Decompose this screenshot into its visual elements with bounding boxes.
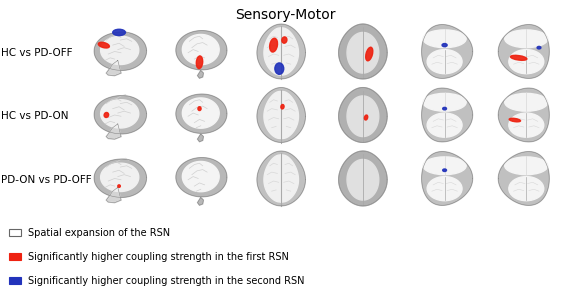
Ellipse shape: [427, 50, 462, 74]
Polygon shape: [176, 158, 227, 197]
Polygon shape: [182, 161, 219, 192]
Polygon shape: [347, 159, 379, 200]
Ellipse shape: [275, 63, 284, 74]
Polygon shape: [339, 151, 387, 206]
Ellipse shape: [509, 177, 544, 201]
Polygon shape: [107, 60, 121, 76]
Ellipse shape: [427, 113, 462, 137]
Ellipse shape: [509, 50, 544, 74]
Text: PD-ON vs PD-OFF: PD-ON vs PD-OFF: [1, 175, 92, 185]
Polygon shape: [498, 88, 549, 142]
Polygon shape: [101, 100, 139, 128]
Ellipse shape: [196, 56, 203, 69]
Ellipse shape: [427, 177, 462, 201]
Ellipse shape: [537, 46, 541, 49]
Ellipse shape: [509, 113, 544, 137]
Ellipse shape: [423, 30, 466, 48]
Polygon shape: [339, 151, 387, 206]
Polygon shape: [198, 134, 203, 142]
Ellipse shape: [282, 37, 287, 43]
Ellipse shape: [113, 29, 125, 36]
Ellipse shape: [442, 44, 447, 47]
Polygon shape: [347, 96, 379, 136]
Ellipse shape: [366, 47, 373, 61]
Polygon shape: [94, 159, 146, 197]
Polygon shape: [422, 88, 473, 142]
Text: Significantly higher coupling strength in the second RSN: Significantly higher coupling strength i…: [28, 275, 304, 286]
Ellipse shape: [198, 107, 201, 110]
Polygon shape: [280, 92, 299, 139]
Polygon shape: [198, 70, 203, 78]
Polygon shape: [422, 25, 473, 78]
Polygon shape: [498, 25, 549, 78]
Polygon shape: [347, 32, 379, 73]
Polygon shape: [176, 94, 227, 133]
Ellipse shape: [118, 185, 120, 188]
Polygon shape: [264, 155, 283, 202]
Ellipse shape: [509, 118, 520, 122]
Polygon shape: [280, 155, 299, 202]
Polygon shape: [182, 98, 219, 128]
Ellipse shape: [443, 169, 446, 172]
Polygon shape: [198, 197, 203, 205]
Text: Sensory-Motor: Sensory-Motor: [235, 8, 335, 22]
Polygon shape: [107, 188, 121, 202]
Polygon shape: [94, 32, 146, 70]
Ellipse shape: [504, 30, 548, 48]
Ellipse shape: [504, 93, 548, 111]
Text: Spatial expansion of the RSN: Spatial expansion of the RSN: [28, 227, 170, 238]
Polygon shape: [107, 124, 121, 139]
Ellipse shape: [98, 42, 109, 48]
Ellipse shape: [281, 104, 284, 109]
Polygon shape: [257, 88, 306, 142]
Ellipse shape: [104, 112, 109, 118]
Text: HC vs PD-OFF: HC vs PD-OFF: [1, 48, 72, 58]
Polygon shape: [339, 88, 387, 142]
Ellipse shape: [443, 107, 446, 110]
Ellipse shape: [364, 115, 368, 120]
Polygon shape: [422, 152, 473, 205]
Polygon shape: [339, 24, 387, 79]
Polygon shape: [257, 24, 306, 79]
Polygon shape: [101, 36, 139, 64]
Ellipse shape: [270, 38, 278, 52]
Polygon shape: [182, 34, 219, 65]
Polygon shape: [280, 28, 299, 75]
Polygon shape: [339, 88, 387, 142]
Polygon shape: [94, 96, 146, 134]
Text: HC vs PD-ON: HC vs PD-ON: [1, 111, 68, 121]
Polygon shape: [339, 24, 387, 79]
Polygon shape: [176, 31, 227, 70]
Ellipse shape: [504, 157, 548, 175]
Polygon shape: [107, 124, 121, 139]
Polygon shape: [257, 151, 306, 206]
Polygon shape: [498, 152, 549, 205]
Ellipse shape: [423, 93, 466, 111]
Polygon shape: [107, 188, 121, 202]
Polygon shape: [107, 60, 121, 76]
Text: Significantly higher coupling strength in the first RSN: Significantly higher coupling strength i…: [28, 251, 289, 262]
Polygon shape: [264, 28, 283, 75]
Ellipse shape: [423, 157, 466, 175]
Ellipse shape: [511, 55, 527, 60]
Polygon shape: [101, 163, 139, 191]
Polygon shape: [264, 92, 283, 139]
